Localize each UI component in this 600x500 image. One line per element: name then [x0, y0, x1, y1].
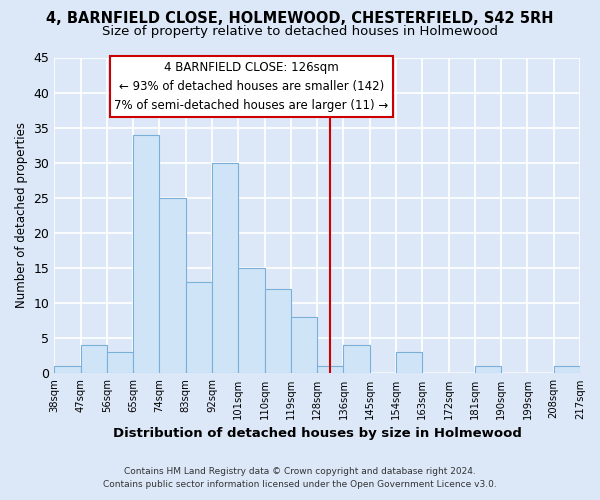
Text: Size of property relative to detached houses in Holmewood: Size of property relative to detached ho… [102, 25, 498, 38]
Text: 4 BARNFIELD CLOSE: 126sqm
← 93% of detached houses are smaller (142)
7% of semi-: 4 BARNFIELD CLOSE: 126sqm ← 93% of detac… [115, 61, 389, 112]
Bar [54, 366, 80, 374]
X-axis label: Distribution of detached houses by size in Holmewood: Distribution of detached houses by size … [113, 427, 521, 440]
Bar [186, 282, 212, 374]
Bar [291, 318, 317, 374]
Bar [212, 163, 238, 374]
Bar [317, 366, 343, 374]
Bar [343, 346, 370, 374]
Text: Contains HM Land Registry data © Crown copyright and database right 2024.
Contai: Contains HM Land Registry data © Crown c… [103, 468, 497, 489]
Bar [80, 346, 107, 374]
Y-axis label: Number of detached properties: Number of detached properties [15, 122, 28, 308]
Bar [107, 352, 133, 374]
Bar [265, 289, 291, 374]
Bar [238, 268, 265, 374]
Bar [475, 366, 501, 374]
Bar [396, 352, 422, 374]
Bar [160, 198, 186, 374]
Bar [133, 134, 160, 374]
Text: 4, BARNFIELD CLOSE, HOLMEWOOD, CHESTERFIELD, S42 5RH: 4, BARNFIELD CLOSE, HOLMEWOOD, CHESTERFI… [46, 11, 554, 26]
Bar [554, 366, 580, 374]
